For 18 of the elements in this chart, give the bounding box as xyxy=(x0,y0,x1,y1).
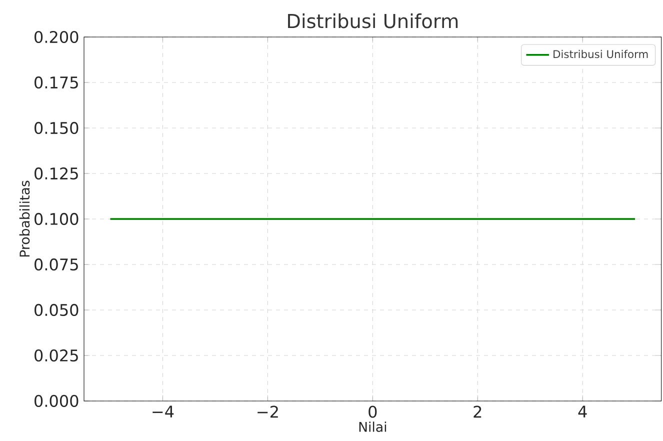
x-axis-title: Nilai xyxy=(359,422,386,432)
y-tick-label: 0.175 xyxy=(34,76,78,89)
x-tick-label: −4 xyxy=(152,406,174,418)
x-tick-label: −2 xyxy=(258,406,278,418)
y-tick-label: 0.125 xyxy=(34,167,78,180)
chart-title: Distribusi Uniform xyxy=(288,13,458,28)
y-tick-label: 0.000 xyxy=(34,394,78,408)
y-tick-label: 0.050 xyxy=(34,304,78,316)
y-tick-label: 0.025 xyxy=(34,349,78,362)
x-tick-label: 2 xyxy=(474,406,482,418)
y-axis-title: Probabilitas xyxy=(19,180,30,257)
x-tick-label: 0 xyxy=(368,406,377,418)
y-tick-label: 0.150 xyxy=(34,122,78,134)
y-tick-label: 0.075 xyxy=(34,258,78,271)
y-tick-label: 0.200 xyxy=(34,30,78,44)
legend-label: Distribusi Uniform xyxy=(554,50,648,58)
x-tick-label: 4 xyxy=(578,406,587,418)
y-tick-label: 0.100 xyxy=(34,212,78,226)
